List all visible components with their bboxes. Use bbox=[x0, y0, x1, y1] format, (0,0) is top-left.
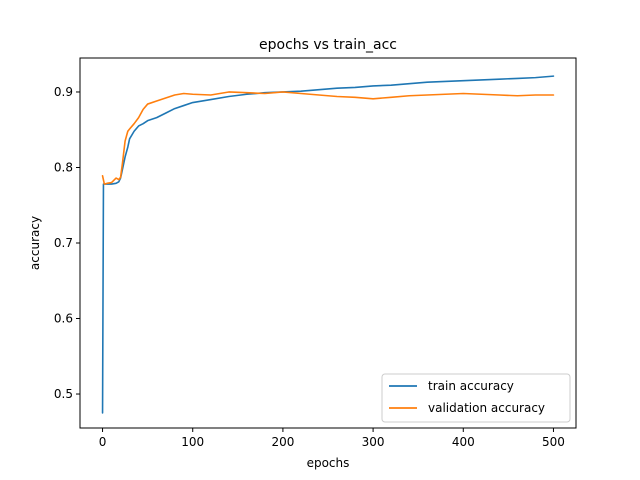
y-tick-label: 0.9 bbox=[54, 85, 73, 99]
x-axis-label: epochs bbox=[307, 456, 350, 470]
series-line-validation-accuracy bbox=[101, 91, 555, 185]
x-tick-label: 0 bbox=[99, 435, 107, 449]
y-axis-label: accuracy bbox=[28, 216, 42, 270]
legend-label-validation-accuracy: validation accuracy bbox=[428, 401, 545, 415]
series-layer bbox=[101, 75, 555, 414]
x-tick-label: 400 bbox=[452, 435, 475, 449]
y-tick-label: 0.8 bbox=[54, 160, 73, 174]
y-tick-label: 0.7 bbox=[54, 236, 73, 250]
x-axis: 0 100 200 300 400 500 bbox=[99, 428, 565, 449]
legend-label-train-accuracy: train accuracy bbox=[428, 379, 514, 393]
x-tick-label: 300 bbox=[362, 435, 385, 449]
x-tick-label: 100 bbox=[181, 435, 204, 449]
y-axis: 0.5 0.6 0.7 0.8 0.9 bbox=[54, 85, 80, 401]
x-tick-label: 500 bbox=[542, 435, 565, 449]
legend-box bbox=[381, 373, 571, 423]
legend: train accuracy validation accuracy bbox=[381, 373, 571, 423]
y-tick-label: 0.5 bbox=[54, 387, 73, 401]
x-tick-label: 200 bbox=[271, 435, 294, 449]
y-tick-label: 0.6 bbox=[54, 312, 73, 326]
chart-title: epochs vs train_acc bbox=[259, 37, 397, 53]
